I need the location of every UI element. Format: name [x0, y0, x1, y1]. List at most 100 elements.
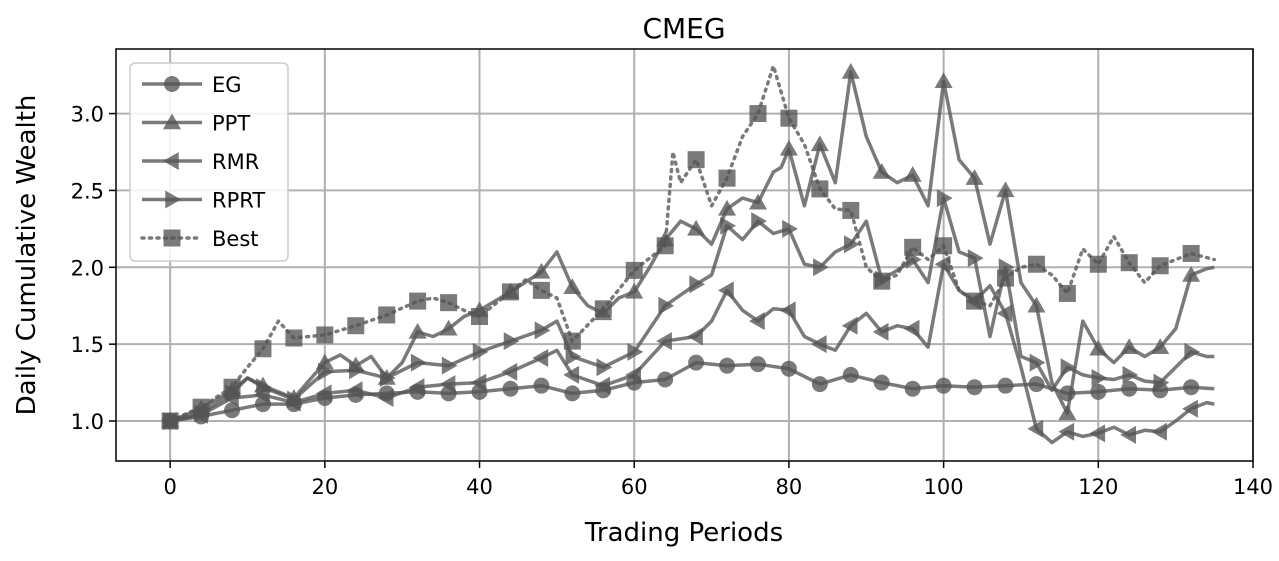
x-axis-label: Trading Periods	[584, 518, 783, 548]
data-point-eg	[966, 379, 983, 396]
data-point-ppt	[810, 135, 829, 152]
data-point-rmr	[470, 373, 487, 392]
data-point-best	[409, 292, 427, 310]
data-point-best	[223, 378, 241, 396]
data-point-eg	[873, 374, 890, 391]
data-point-eg	[564, 385, 581, 402]
y-axis-label: Daily Cumulative Wealth	[12, 95, 42, 416]
data-point-rprt	[1029, 353, 1046, 372]
data-point-ppt	[687, 219, 706, 236]
data-point-ppt	[965, 169, 984, 185]
data-point-ppt	[903, 166, 922, 182]
data-point-rmr	[903, 319, 920, 338]
data-point-best	[316, 326, 334, 344]
legend-label-eg: EG	[212, 73, 242, 97]
data-point-best	[501, 283, 519, 301]
data-point-rmr	[315, 384, 332, 403]
data-point-rprt	[1122, 365, 1139, 384]
data-point-best	[811, 180, 829, 198]
data-point-best	[966, 292, 984, 310]
series-best	[161, 64, 1217, 430]
data-point-rmr	[810, 335, 827, 354]
series-layer	[161, 63, 1217, 445]
data-point-rmr	[996, 304, 1013, 323]
series-rmr	[161, 255, 1215, 445]
data-point-ppt	[532, 262, 551, 279]
data-point-ppt	[563, 278, 582, 295]
data-point-eg	[1028, 376, 1045, 393]
data-point-rprt	[658, 296, 675, 315]
data-point-rmr	[1120, 425, 1136, 444]
data-point-ppt	[1058, 404, 1077, 421]
data-point-rmr	[625, 365, 641, 384]
data-point-best	[1058, 284, 1076, 302]
data-point-rprt	[441, 356, 458, 375]
y-tick-label: 1.5	[71, 333, 104, 357]
data-point-rmr	[594, 376, 611, 395]
y-tick-label: 1.0	[71, 410, 104, 434]
data-point-eg	[688, 354, 705, 371]
data-point-eg	[1090, 383, 1107, 400]
data-point-eg	[657, 371, 674, 388]
data-point-best	[532, 281, 550, 299]
y-tick-label: 2.5	[71, 179, 104, 203]
data-point-rmr	[687, 327, 703, 346]
x-tick-label: 80	[776, 475, 803, 499]
data-point-best	[1182, 244, 1200, 262]
data-point-ppt	[1089, 339, 1108, 356]
data-point-ppt	[439, 319, 458, 336]
data-point-eg	[935, 377, 952, 394]
data-point-rprt	[967, 249, 984, 268]
x-axis: 0 20 40 60 80 100 120 140	[163, 461, 1273, 499]
data-point-rmr	[656, 332, 672, 351]
data-point-ppt	[625, 282, 644, 299]
data-point-eg	[224, 402, 241, 419]
data-point-rmr	[779, 301, 796, 320]
data-point-rmr	[346, 381, 363, 400]
data-point-best	[1120, 254, 1138, 272]
x-tick-label: 0	[163, 475, 176, 499]
data-point-best	[687, 151, 705, 169]
data-point-ppt	[1151, 338, 1170, 354]
data-point-eg	[842, 366, 859, 383]
data-point-eg	[904, 380, 921, 397]
data-point-ppt	[1120, 338, 1139, 354]
data-point-eg	[811, 376, 828, 393]
data-point-rmr	[872, 322, 889, 341]
data-point-ppt	[1182, 265, 1201, 282]
data-point-eg	[502, 380, 519, 397]
legend-marker-rprt	[165, 190, 181, 209]
data-point-best	[904, 238, 922, 256]
data-point-rprt	[472, 342, 489, 361]
data-point-rmr	[377, 388, 394, 407]
data-point-rprt	[349, 361, 365, 380]
y-tick-label: 2.0	[71, 256, 104, 280]
data-point-rmr	[563, 365, 580, 384]
legend-label-rprt: RPRT	[212, 189, 265, 213]
data-point-best	[1027, 255, 1045, 273]
legend-marker-ppt	[163, 113, 181, 130]
data-point-rmr	[1151, 422, 1167, 441]
data-point-rprt	[318, 362, 334, 381]
data-point-rprt	[689, 275, 706, 294]
data-point-rprt	[287, 390, 303, 409]
data-point-ppt	[841, 63, 860, 79]
data-point-rmr	[718, 281, 734, 300]
data-point-rprt	[844, 235, 860, 254]
grid	[116, 49, 1254, 461]
data-point-rprt	[751, 212, 767, 231]
data-point-best	[780, 109, 798, 127]
data-point-rmr	[1089, 424, 1106, 443]
data-point-rprt	[936, 189, 953, 208]
data-point-ppt	[996, 181, 1015, 198]
data-point-rmr	[748, 312, 765, 331]
data-point-best	[842, 201, 860, 219]
data-point-ppt	[1027, 296, 1046, 313]
data-point-rprt	[534, 321, 551, 340]
data-point-best	[1151, 257, 1169, 275]
data-point-rmr	[501, 362, 518, 381]
x-tick-label: 100	[924, 475, 964, 499]
data-point-best	[471, 307, 489, 325]
data-point-best	[749, 105, 767, 123]
data-point-ppt	[934, 72, 953, 89]
